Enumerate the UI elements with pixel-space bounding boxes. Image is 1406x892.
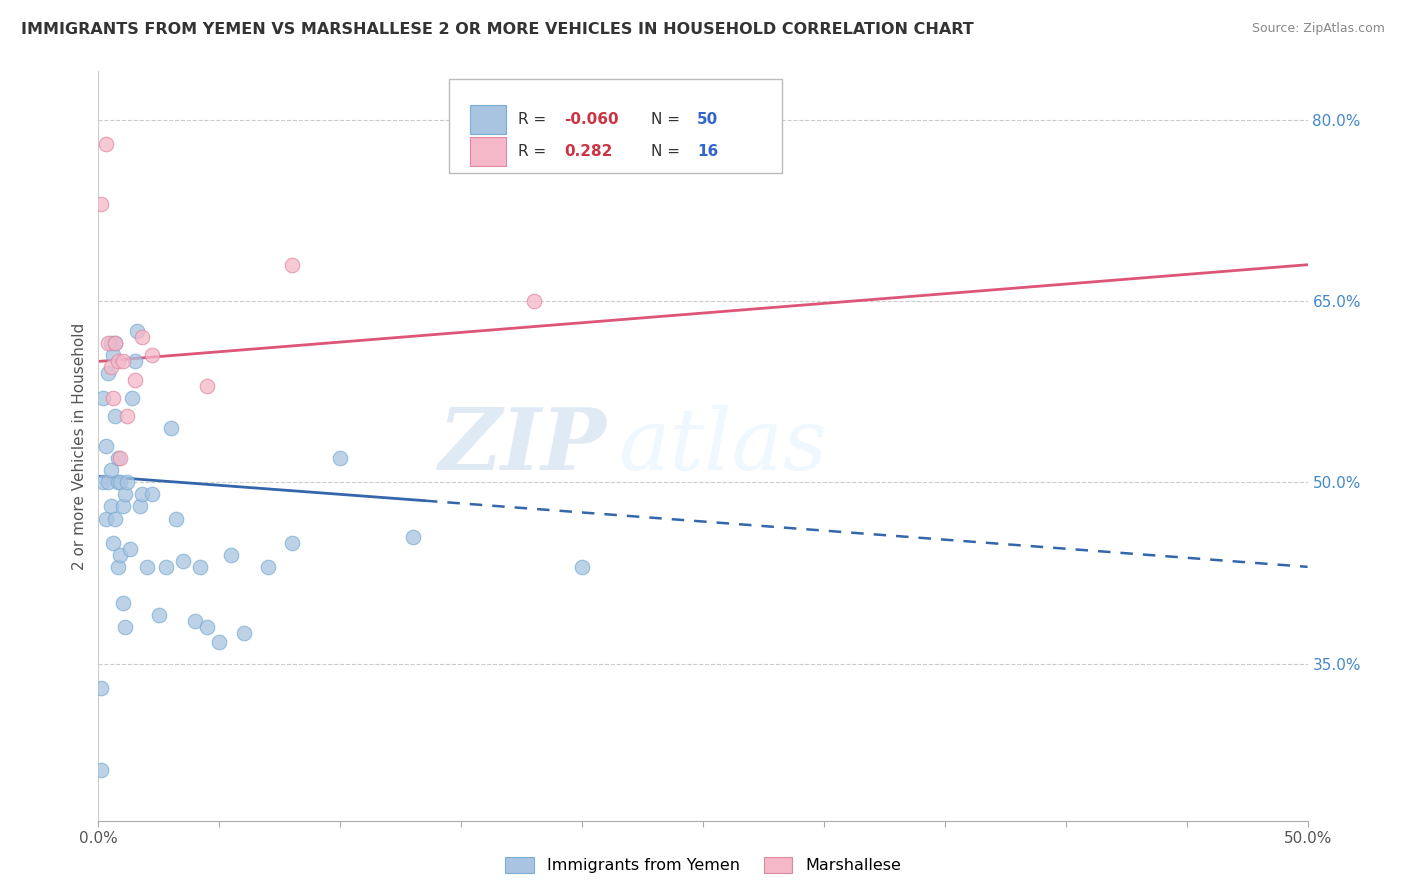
Point xyxy=(94,511,117,525)
Point xyxy=(108,451,131,466)
Text: 50: 50 xyxy=(697,112,718,127)
Text: R =: R = xyxy=(517,144,555,159)
FancyBboxPatch shape xyxy=(449,78,782,172)
Point xyxy=(107,475,129,490)
Point xyxy=(111,354,134,368)
Point xyxy=(114,487,136,501)
Point xyxy=(94,136,117,151)
Point xyxy=(97,475,120,490)
Point xyxy=(90,681,112,695)
Point xyxy=(160,421,183,435)
Text: 16: 16 xyxy=(697,144,718,159)
Point xyxy=(165,511,187,525)
Point xyxy=(104,409,127,423)
Point xyxy=(108,475,131,490)
Text: IMMIGRANTS FROM YEMEN VS MARSHALLESE 2 OR MORE VEHICLES IN HOUSEHOLD CORRELATION: IMMIGRANTS FROM YEMEN VS MARSHALLESE 2 O… xyxy=(21,22,974,37)
Point xyxy=(124,354,146,368)
Point xyxy=(118,541,141,556)
Point xyxy=(114,620,136,634)
Point xyxy=(221,548,243,562)
Point xyxy=(101,535,124,549)
Point xyxy=(195,378,218,392)
Point xyxy=(184,614,207,628)
Point xyxy=(131,330,153,344)
Point xyxy=(232,626,254,640)
Text: atlas: atlas xyxy=(619,405,828,487)
Point xyxy=(104,336,127,351)
Point xyxy=(94,439,117,453)
Point xyxy=(131,487,153,501)
Point xyxy=(117,409,139,423)
Point xyxy=(111,500,134,514)
Point xyxy=(124,372,146,386)
Point xyxy=(97,367,120,381)
Point xyxy=(90,763,112,777)
Point xyxy=(104,336,127,351)
Point xyxy=(329,451,352,466)
Point xyxy=(101,391,124,405)
Point xyxy=(91,475,114,490)
Text: 0.282: 0.282 xyxy=(564,144,613,159)
Point xyxy=(91,391,114,405)
Text: N =: N = xyxy=(651,112,685,127)
Point xyxy=(107,559,129,574)
Point xyxy=(107,451,129,466)
Text: R =: R = xyxy=(517,112,551,127)
Point xyxy=(141,487,163,501)
Point xyxy=(256,559,278,574)
Point xyxy=(100,336,122,351)
Point xyxy=(523,293,546,308)
Point xyxy=(100,463,122,477)
Point xyxy=(188,559,211,574)
Text: -0.060: -0.060 xyxy=(564,112,619,127)
Point xyxy=(208,634,231,648)
Point xyxy=(402,530,425,544)
Point xyxy=(100,360,122,375)
Point xyxy=(281,535,304,549)
Point xyxy=(135,559,157,574)
Point xyxy=(121,391,143,405)
FancyBboxPatch shape xyxy=(470,137,506,166)
Point xyxy=(141,348,163,362)
Point xyxy=(101,348,124,362)
Point xyxy=(155,559,177,574)
Point xyxy=(117,475,139,490)
Point xyxy=(571,559,593,574)
Text: N =: N = xyxy=(651,144,685,159)
Legend: Immigrants from Yemen, Marshallese: Immigrants from Yemen, Marshallese xyxy=(499,850,907,880)
Text: ZIP: ZIP xyxy=(439,404,606,488)
Point xyxy=(90,197,112,211)
Point xyxy=(100,500,122,514)
Point xyxy=(172,554,194,568)
Point xyxy=(195,620,218,634)
Point xyxy=(97,336,120,351)
Point xyxy=(107,354,129,368)
Point xyxy=(128,500,150,514)
Point xyxy=(281,258,304,272)
Point xyxy=(148,608,170,623)
Point xyxy=(127,324,149,338)
Text: Source: ZipAtlas.com: Source: ZipAtlas.com xyxy=(1251,22,1385,36)
Point xyxy=(104,511,127,525)
Point xyxy=(111,596,134,610)
Y-axis label: 2 or more Vehicles in Household: 2 or more Vehicles in Household xyxy=(72,322,87,570)
Point xyxy=(108,548,131,562)
FancyBboxPatch shape xyxy=(470,105,506,134)
